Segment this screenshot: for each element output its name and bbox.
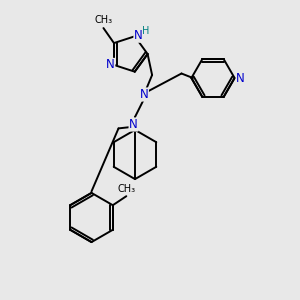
Text: CH₃: CH₃: [94, 15, 112, 25]
Text: CH₃: CH₃: [118, 184, 136, 194]
Text: N: N: [106, 58, 115, 71]
Text: N: N: [134, 29, 143, 42]
Text: N: N: [236, 71, 245, 85]
Text: N: N: [129, 118, 138, 131]
Text: H: H: [142, 26, 150, 36]
Text: N: N: [140, 88, 148, 101]
